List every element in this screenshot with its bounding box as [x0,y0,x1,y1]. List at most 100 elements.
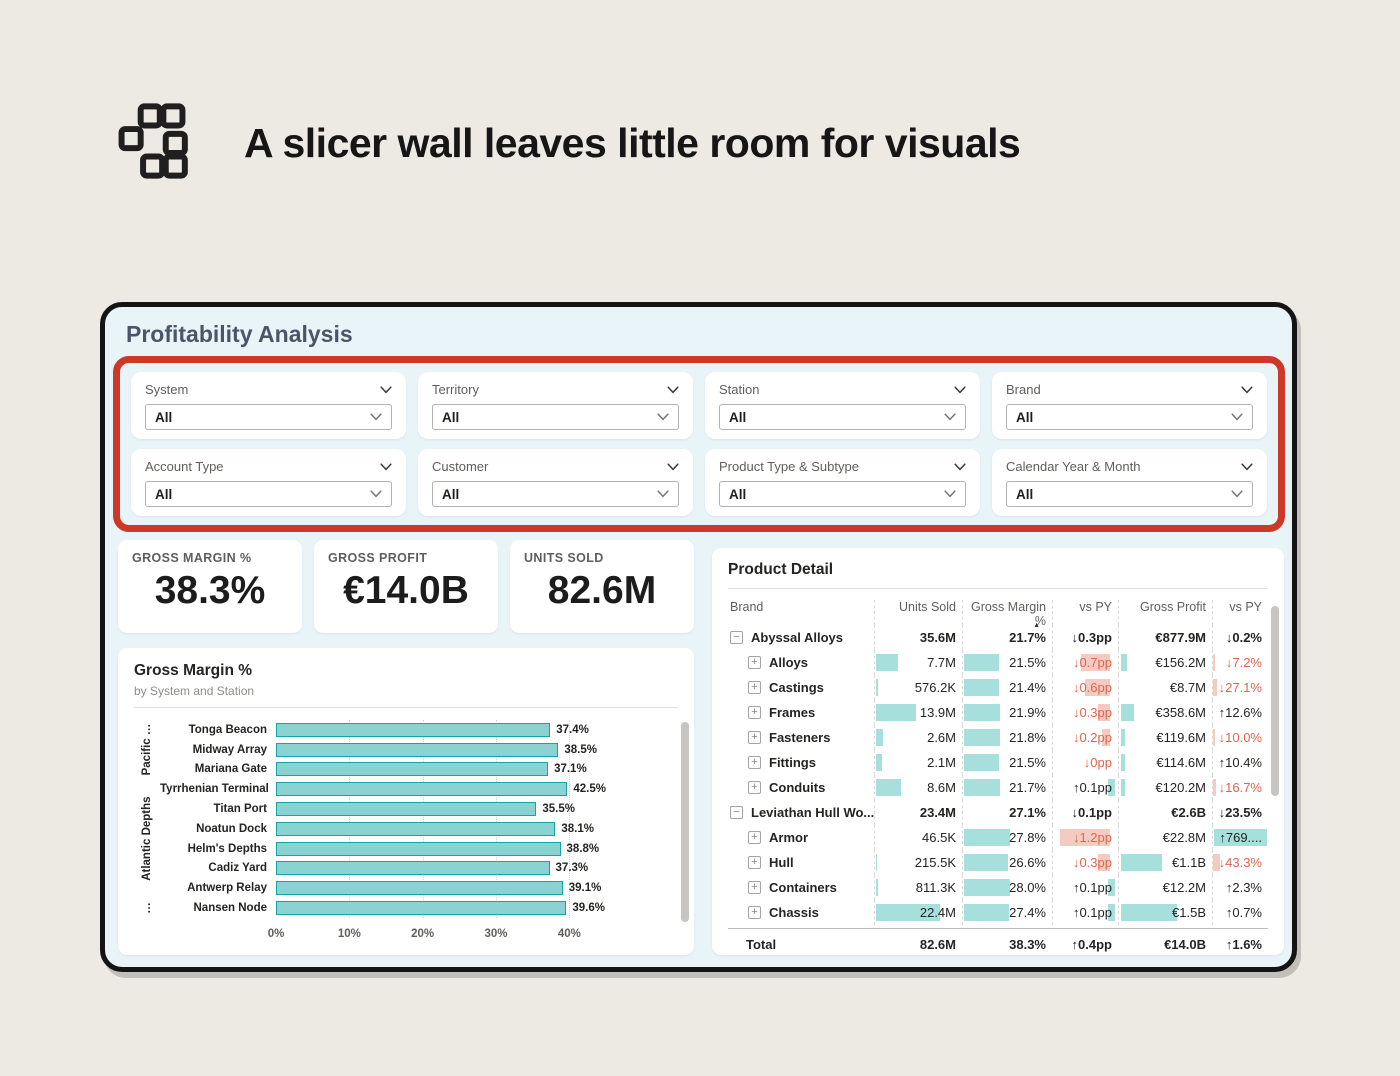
units-sold-value: 8.6M [927,780,956,795]
expand-icon[interactable]: + [748,756,761,769]
chevron-down-icon[interactable] [370,413,382,421]
gross-profit-value: €120.2M [1155,780,1206,795]
table-row-castings: + Castings 576.2K 21.4% ↓0.6pp €8.7M ↓27.1% [728,675,1268,700]
slicer-dropdown[interactable]: All [432,481,679,507]
chevron-down-icon[interactable] [380,385,392,394]
table-row-fittings: + Fittings 2.1M 21.5% ↓0pp €114.6M ↑10.4% [728,750,1268,775]
data-bar-teal [964,729,1000,746]
column-header-units-sold[interactable]: Units Sold [874,600,962,625]
chevron-down-icon[interactable] [380,462,392,471]
dashboard-title: Profitability Analysis [126,321,353,347]
slicer-dropdown[interactable]: All [719,481,966,507]
data-bar-pink [1213,854,1220,871]
vs-py-pp-cell: ↓1.2pp [1052,825,1118,850]
slicer-dropdown[interactable]: All [1006,481,1253,507]
expand-icon[interactable]: + [748,656,761,669]
units-sold-value: 13.9M [919,705,956,720]
slicer-product-type-subtype: Product Type & Subtype All [705,449,980,516]
collapse-icon[interactable]: − [730,806,743,819]
chart-bar[interactable] [276,841,561,856]
vs-py-pct-cell: ↑2.3% [1212,875,1268,900]
page-title: A slicer wall leaves little room for vis… [244,120,1021,166]
chart-scrollbar[interactable] [681,722,689,922]
vs-py-pp-value: ↑0.1pp [1072,880,1112,895]
chart-bar[interactable] [276,722,551,737]
data-bar-pink [1097,704,1110,721]
chart-bar[interactable] [276,742,559,757]
data-bar-teal [1121,854,1163,871]
vs-py-pct-cell: ↑10.4% [1212,750,1268,775]
slicer-dropdown[interactable]: All [1006,404,1253,430]
chart-bar[interactable] [276,821,556,836]
chevron-down-icon[interactable] [1231,490,1243,498]
chart-bar[interactable] [276,802,537,817]
brand-name: Fasteners [769,730,831,745]
expand-icon[interactable]: + [748,856,761,869]
expand-icon[interactable]: + [748,731,761,744]
slicer-header: Calendar Year & Month [1006,459,1253,474]
data-bar-teal [876,754,882,771]
vs-py-pct-cell: ↓7.2% [1212,650,1268,675]
chart-gridline [496,720,497,918]
chart-bar[interactable] [276,861,550,876]
chevron-down-icon[interactable] [657,413,669,421]
chart-bar[interactable] [276,762,549,777]
chart-bar-row: Mariana Gate 37.1% [160,760,678,780]
chevron-down-icon[interactable] [944,413,956,421]
column-header-gross-margin[interactable]: Gross Margin % ▲ [962,600,1052,629]
chart-group-label: Pacific … [141,723,153,776]
kpi-label: UNITS SOLD [524,551,604,565]
chevron-down-icon[interactable] [667,462,679,471]
vs-py-pp-value: ↓0.2pp [1072,730,1112,745]
data-bar-pink [1213,679,1218,696]
chart-bar[interactable] [276,881,563,896]
column-header-vs-py-2[interactable]: vs PY [1212,600,1268,625]
vs-py-pct-cell: ↓16.7% [1212,775,1268,800]
chevron-down-icon[interactable] [944,490,956,498]
chevron-down-icon[interactable] [657,490,669,498]
expand-icon[interactable]: + [748,831,761,844]
slicer-dropdown[interactable]: All [145,404,392,430]
units-sold-cell: 35.6M [874,625,962,650]
data-bar-teal [1121,654,1127,671]
column-header-gross-profit-2[interactable]: Gross Profit [1118,600,1212,625]
chart-x-tick: 10% [337,927,361,940]
table-scrollbar[interactable] [1271,606,1279,796]
chart-bar-track: 39.1% [276,881,606,896]
chevron-down-icon[interactable] [954,462,966,471]
column-header-brand[interactable]: Brand [728,600,874,625]
brand-name: Conduits [769,780,826,795]
kpi-label: GROSS MARGIN % [132,551,252,565]
expand-icon[interactable]: + [748,906,761,919]
table-row-hull: + Hull 215.5K 26.6% ↓0.3pp €1.1B ↓43.3% [728,850,1268,875]
column-header-vs-py[interactable]: vs PY [1052,600,1118,625]
gross-margin-value: 27.8% [1009,830,1046,845]
slicer-dropdown[interactable]: All [145,481,392,507]
slicer-dropdown[interactable]: All [719,404,966,430]
chart-bar[interactable] [276,782,568,797]
slicer-account-type: Account Type All [131,449,406,516]
expand-icon[interactable]: + [748,881,761,894]
expand-icon[interactable]: + [748,681,761,694]
chart-category-label: Titan Port [213,803,267,816]
slicer-dropdown[interactable]: All [432,404,679,430]
chevron-down-icon[interactable] [1231,413,1243,421]
vs-py-pp-cell: ↓0.6pp [1052,675,1118,700]
chart-bar[interactable] [276,901,567,916]
collapse-icon[interactable]: − [730,631,743,644]
chart-bar-track: 39.6% [276,901,606,916]
chevron-down-icon[interactable] [370,490,382,498]
expand-icon[interactable]: + [748,781,761,794]
chevron-down-icon[interactable] [667,385,679,394]
brand-cell: + Castings [728,675,874,700]
gross-margin-cell: 28.0% [962,875,1052,900]
table-row-chassis: + Chassis 22.4M 27.4% ↑0.1pp €1.5B ↑0.7% [728,900,1268,925]
chevron-down-icon[interactable] [954,385,966,394]
expand-icon[interactable]: + [748,706,761,719]
chevron-down-icon[interactable] [1241,462,1253,471]
data-bar-teal [1121,779,1126,796]
chart-bar-track: 38.5% [276,742,606,757]
chart-bar-value: 37.1% [554,763,587,776]
total-units: 82.6M [874,929,962,959]
chevron-down-icon[interactable] [1241,385,1253,394]
